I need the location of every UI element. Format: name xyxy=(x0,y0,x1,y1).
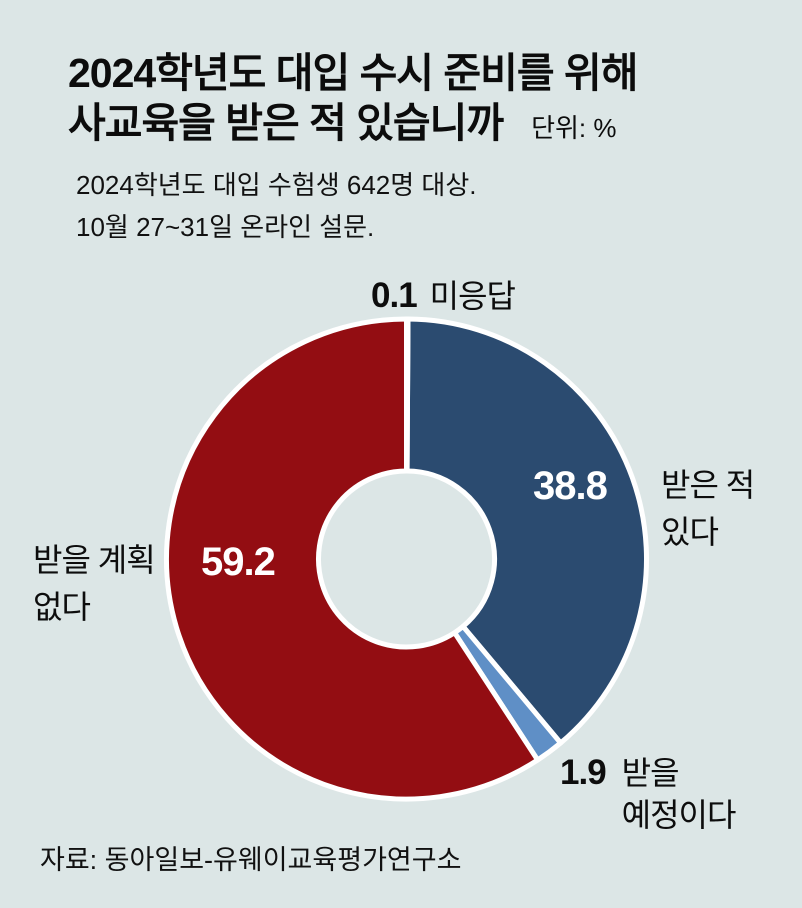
callout-no-answer-label: 미응답 xyxy=(429,278,516,314)
title-line1: 2024학년도 대입 수시 준비를 위해 xyxy=(68,50,638,96)
title-line2: 사교육을 받은 적 있습니까 xyxy=(68,100,504,146)
callout-will-receive: 1.9 받을 예정이다 xyxy=(560,752,737,836)
value-label-no-plan: 59.2 xyxy=(201,540,276,584)
page-title: 2024학년도 대입 수시 준비를 위해 사교육을 받은 적 있습니까 단위: % xyxy=(68,48,638,153)
callout-received-line1: 받은 적 xyxy=(661,467,755,503)
callout-no-answer-value: 0.1 xyxy=(371,276,418,315)
unit-label: 단위: % xyxy=(531,113,617,143)
donut-segment-no-plan xyxy=(164,316,541,802)
donut-segment-received xyxy=(404,316,649,746)
callout-will-receive-label: 받을 예정이다 xyxy=(621,752,737,836)
callout-no-plan-line1: 받을 계획 xyxy=(33,542,156,578)
callout-received-line2: 있다 xyxy=(661,514,719,550)
donut-segment-no-answer xyxy=(404,316,411,474)
source-credit: 자료: 동아일보-유웨이교육평가연구소 xyxy=(40,845,462,875)
survey-note: 2024학년도 대입 수험생 642명 대상. 10월 27~31일 온라인 설… xyxy=(76,164,476,248)
value-label-received: 38.8 xyxy=(533,464,608,508)
callout-will-receive-value: 1.9 xyxy=(560,753,607,792)
callout-will-receive-line2: 예정이다 xyxy=(621,797,737,833)
survey-note-line1: 2024학년도 대입 수험생 642명 대상. xyxy=(76,170,477,200)
callout-no-plan-line2: 없다 xyxy=(33,589,91,625)
callout-no-plan: 받을 계획 없다 xyxy=(33,537,156,631)
callout-no-answer: 0.1 미응답 xyxy=(371,272,516,320)
survey-note-line2: 10월 27~31일 온라인 설문. xyxy=(76,212,375,242)
callout-will-receive-line1: 받을 xyxy=(621,755,680,791)
callout-received: 받은 적 있다 xyxy=(661,462,755,556)
